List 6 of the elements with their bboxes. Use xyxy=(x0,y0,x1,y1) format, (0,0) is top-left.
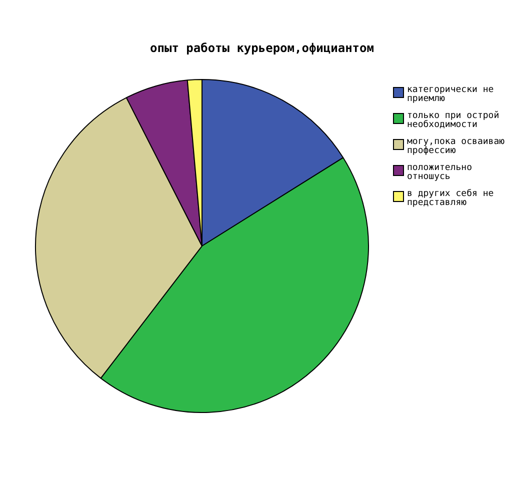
legend-label: только при острой необходимости xyxy=(407,111,500,130)
chart-title: опыт работы курьером,официантом xyxy=(149,41,375,55)
legend-label: могу,пока осваиваю профессию xyxy=(407,137,506,156)
legend-label: положительно отношусь xyxy=(407,163,474,182)
legend-label: в других себя не представляю xyxy=(407,189,495,208)
legend-label: категорически не приемлю xyxy=(407,85,495,104)
